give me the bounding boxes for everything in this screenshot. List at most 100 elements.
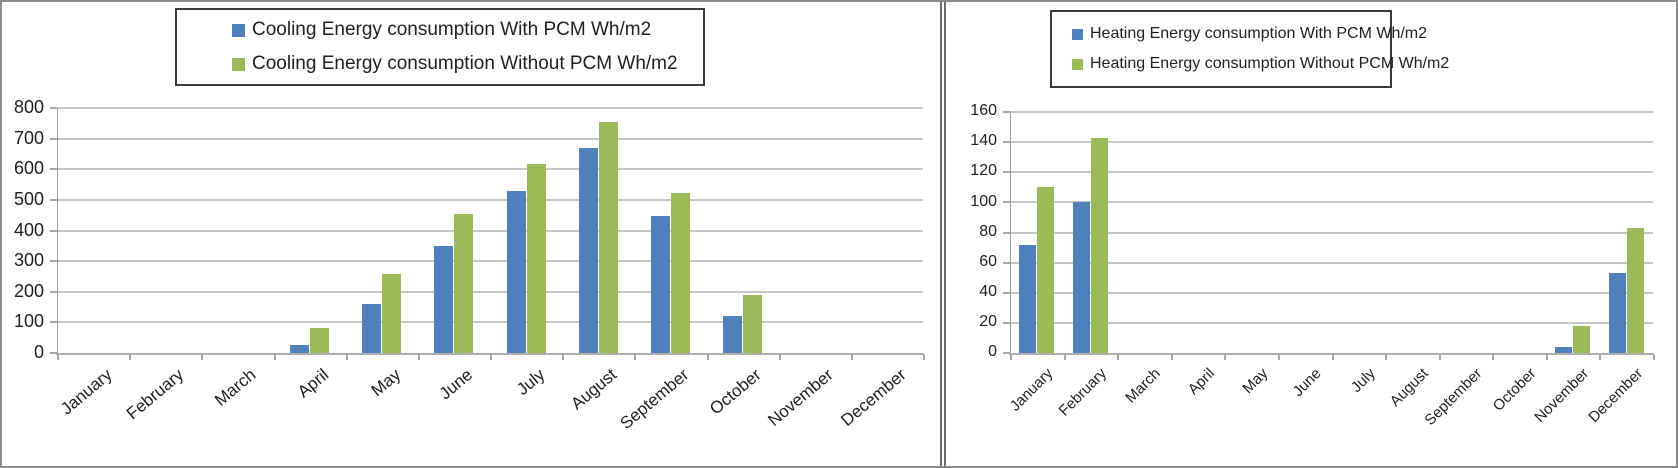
cooling-legend: Cooling Energy consumption With PCM Wh/m… <box>175 8 705 86</box>
heating-xlabel-september: September <box>1421 365 1486 429</box>
heating-xlabel-july: July <box>1347 365 1379 396</box>
cooling-legend-label-with-pcm: Cooling Energy consumption With PCM Wh/m… <box>252 19 652 40</box>
cooling-gridline-700 <box>57 137 923 140</box>
cooling-xtick-12 <box>923 355 925 360</box>
cooling-ytick-label: 500 <box>13 188 44 209</box>
without-pcm-legend-swatch-icon <box>232 57 245 71</box>
with-pcm-legend-swatch-icon <box>1072 28 1083 40</box>
heating-xlabel-march: March <box>1122 365 1164 407</box>
cooling-bar-with-pcm-october <box>723 316 742 353</box>
cooling-xlabel-january: January <box>56 365 116 419</box>
heating-xtick-2 <box>1117 355 1119 360</box>
cooling-xlabel-november: November <box>764 365 837 430</box>
cooling-bar-with-pcm-april <box>290 345 309 353</box>
cooling-xlabel-september: September <box>616 365 693 434</box>
heating-xtick-8 <box>1439 355 1441 360</box>
cooling-ytick-label: 100 <box>13 311 44 332</box>
cooling-bar-without-pcm-june <box>454 214 473 353</box>
heating-ytick-140 <box>1003 141 1010 144</box>
heating-ytick-160 <box>1003 111 1010 113</box>
cooling-legend-label-without-pcm: Cooling Energy consumption Without PCM W… <box>252 53 678 74</box>
cooling-xtick-11 <box>851 355 853 360</box>
cooling-bar-with-pcm-may <box>362 304 381 353</box>
cooling-xlabel-february: February <box>123 365 188 424</box>
heating-bar-without-pcm-december <box>1627 228 1644 353</box>
heating-xtick-10 <box>1546 355 1548 360</box>
heating-ytick-100 <box>1003 201 1010 204</box>
heating-ytick-label: 160 <box>970 102 997 120</box>
heating-gridline-140 <box>1010 141 1653 144</box>
cooling-ytick-label: 800 <box>13 97 44 118</box>
heating-ytick-label: 60 <box>979 252 997 270</box>
cooling-xtick-1 <box>129 355 131 360</box>
cooling-bar-with-pcm-july <box>507 191 526 353</box>
cooling-legend-row-with-pcm: Cooling Energy consumption With PCM Wh/m… <box>232 19 703 41</box>
cooling-bar-without-pcm-july <box>527 164 546 353</box>
cooling-ytick-label: 400 <box>13 219 44 240</box>
heating-xtick-6 <box>1332 355 1334 360</box>
cooling-gridline-100 <box>57 321 923 324</box>
heating-legend-row-without-pcm: Heating Energy consumption Without PCM W… <box>1072 55 1449 73</box>
heating-ytick-label: 80 <box>979 222 997 240</box>
cooling-ytick-100 <box>50 321 57 324</box>
cooling-gridline-300 <box>57 260 923 263</box>
heating-bar-with-pcm-february <box>1073 202 1090 353</box>
cooling-xlabel-august: August <box>567 365 621 414</box>
cooling-gridline-200 <box>57 290 923 293</box>
cooling-chart-panel: 800 700 600 500 400 300 200 100 0 January February… <box>2 2 942 466</box>
heating-gridline-120 <box>1010 171 1653 174</box>
heating-gridline-100 <box>1010 201 1653 204</box>
cooling-xlabel-june: June <box>435 365 477 404</box>
heating-gridline-40 <box>1010 291 1653 294</box>
cooling-xtick-6 <box>490 355 492 360</box>
heating-y-axis-line <box>1010 112 1011 355</box>
heating-legend-label-with-pcm: Heating Energy consumption With PCM Wh/m… <box>1090 25 1428 42</box>
cooling-xtick-3 <box>274 355 276 360</box>
heating-xlabel-june: June <box>1289 365 1325 401</box>
heating-xtick-7 <box>1385 355 1387 360</box>
cooling-gridline-400 <box>57 229 923 232</box>
heating-xtick-11 <box>1599 355 1601 360</box>
cooling-ytick-700 <box>50 137 57 140</box>
cooling-legend-row-without-pcm: Cooling Energy consumption Without PCM W… <box>232 53 703 75</box>
heating-ytick-label: 0 <box>988 343 997 361</box>
without-pcm-legend-swatch-icon <box>1072 58 1083 70</box>
heating-bar-without-pcm-january <box>1037 187 1054 353</box>
heating-xlabel-may: May <box>1239 365 1272 398</box>
cooling-bar-without-pcm-september <box>671 193 690 353</box>
cooling-gridline-600 <box>57 168 923 171</box>
heating-x-axis-line <box>1009 353 1654 355</box>
cooling-ytick-300 <box>50 260 57 263</box>
cooling-xlabel-december: December <box>836 365 910 430</box>
cooling-bar-without-pcm-october <box>743 295 762 353</box>
heating-ytick-label: 100 <box>970 192 997 210</box>
heating-xtick-1 <box>1064 355 1066 360</box>
cooling-bar-with-pcm-august <box>579 148 598 353</box>
cooling-gridline-800 <box>57 107 923 109</box>
cooling-xtick-0 <box>57 355 59 360</box>
cooling-ytick-0 <box>50 352 57 354</box>
heating-xlabel-april: April <box>1184 365 1218 399</box>
cooling-xtick-10 <box>779 355 781 360</box>
cooling-xtick-8 <box>634 355 636 360</box>
cooling-bar-with-pcm-june <box>434 246 453 353</box>
cooling-bar-without-pcm-april <box>310 328 329 353</box>
cooling-xlabel-july: July <box>512 365 549 399</box>
cooling-ytick-label: 700 <box>13 127 44 148</box>
heating-ytick-60 <box>1003 261 1010 264</box>
heating-xtick-12 <box>1653 355 1655 360</box>
cooling-ytick-600 <box>50 168 57 171</box>
heating-ytick-40 <box>1003 291 1010 294</box>
heating-xtick-3 <box>1171 355 1173 360</box>
heating-ytick-label: 40 <box>979 282 997 300</box>
heating-ytick-0 <box>1003 352 1010 354</box>
heating-xtick-4 <box>1224 355 1226 360</box>
cooling-bar-with-pcm-september <box>651 216 670 353</box>
cooling-gridline-500 <box>57 198 923 201</box>
heating-xlabel-august: August <box>1386 365 1432 411</box>
heating-xlabel-december: December <box>1585 365 1647 426</box>
cooling-ytick-200 <box>50 290 57 293</box>
heating-bar-with-pcm-december <box>1609 273 1626 353</box>
cooling-ytick-800 <box>50 107 57 109</box>
